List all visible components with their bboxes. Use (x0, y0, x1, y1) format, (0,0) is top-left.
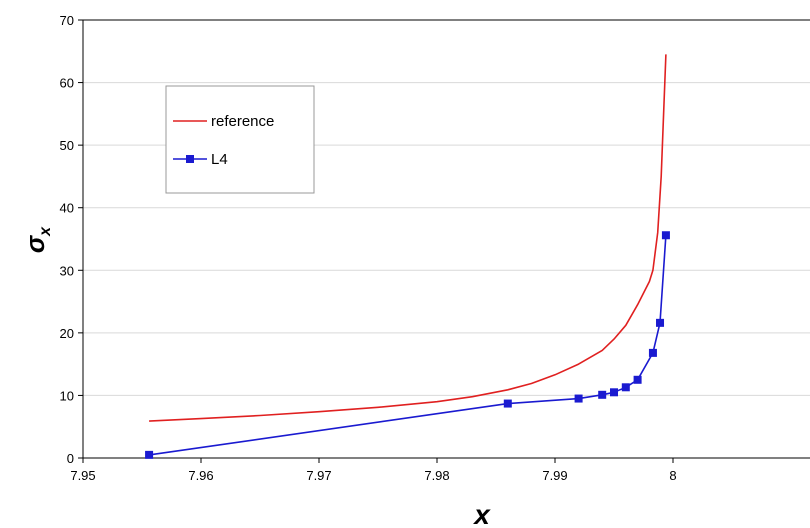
y-axis-ticks: 0 10 20 30 40 50 60 70 (60, 13, 83, 466)
y-tick-label-70: 70 (60, 13, 74, 28)
x-tick-label-7.97: 7.97 (306, 468, 331, 483)
x-axis-title: x (472, 499, 491, 528)
x-tick-label-7.99: 7.99 (542, 468, 567, 483)
x-axis-ticks: 7.95 7.96 7.97 7.98 7.99 8 (70, 458, 677, 483)
series-line-l4 (148, 235, 667, 456)
y-tick-label-20: 20 (60, 326, 74, 341)
legend-marker-l4 (186, 155, 194, 163)
grid-lines (83, 82, 810, 396)
y-axis-title: σx (20, 226, 54, 253)
y-tick-label-0: 0 (67, 451, 74, 466)
legend-box (165, 85, 315, 194)
legend: reference L4 (165, 85, 315, 194)
legend-label-reference: reference (211, 113, 274, 130)
y-axis-title-main: σ (20, 234, 50, 253)
data-point-l4 (621, 383, 630, 392)
data-point-l4 (503, 399, 512, 408)
y-tick-label-50: 50 (60, 138, 74, 153)
legend-label-l4: L4 (211, 151, 228, 168)
axes (82, 19, 810, 459)
data-point-l4 (648, 348, 657, 357)
data-point-l4 (610, 388, 618, 397)
data-point-l4 (656, 318, 665, 327)
x-tick-label-7.96: 7.96 (188, 468, 213, 483)
x-tick-label-7.98: 7.98 (424, 468, 449, 483)
series-layer (145, 54, 670, 459)
data-point-l4 (633, 375, 642, 384)
y-axis-title-sub: x (37, 226, 54, 237)
y-tick-label-30: 30 (60, 263, 74, 278)
y-tick-label-10: 10 (60, 388, 74, 403)
x-tick-label-8: 8 (669, 468, 676, 483)
data-point-l4 (598, 390, 607, 399)
x-tick-label-7.95: 7.95 (70, 468, 95, 483)
data-point-l4 (145, 450, 154, 459)
y-tick-label-40: 40 (60, 201, 74, 216)
y-tick-label-60: 60 (60, 76, 74, 91)
series-line-reference (149, 54, 667, 422)
data-point-l4 (574, 394, 583, 403)
data-point-l4 (661, 231, 670, 240)
